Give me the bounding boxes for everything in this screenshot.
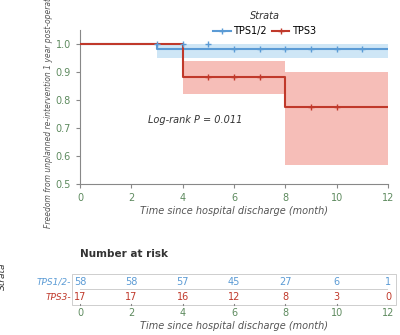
- Text: 4: 4: [180, 308, 186, 318]
- Text: 10: 10: [330, 308, 343, 318]
- Text: TPS1/2-: TPS1/2-: [37, 277, 71, 286]
- Text: 6: 6: [231, 308, 237, 318]
- Text: Log-rank P = 0.011: Log-rank P = 0.011: [148, 115, 242, 125]
- Text: 6: 6: [334, 277, 340, 287]
- Text: 12: 12: [382, 308, 394, 318]
- Text: 8: 8: [282, 292, 288, 302]
- Text: 27: 27: [279, 277, 292, 287]
- Text: 58: 58: [125, 277, 138, 287]
- X-axis label: Time since hospital discharge (month): Time since hospital discharge (month): [140, 206, 328, 216]
- Text: Time since hospital discharge (month): Time since hospital discharge (month): [140, 321, 328, 331]
- Text: 17: 17: [74, 292, 86, 302]
- Text: 0: 0: [385, 292, 391, 302]
- Text: 45: 45: [228, 277, 240, 287]
- Y-axis label: Freedom from unplanned re-intervention 1 year post-operation: Freedom from unplanned re-intervention 1…: [44, 0, 53, 228]
- Text: 1: 1: [385, 277, 391, 287]
- Text: TPS3-: TPS3-: [45, 292, 71, 302]
- Text: 17: 17: [125, 292, 138, 302]
- Text: 3: 3: [334, 292, 340, 302]
- Text: 16: 16: [176, 292, 189, 302]
- Text: Number at risk: Number at risk: [80, 249, 168, 259]
- Text: 12: 12: [228, 292, 240, 302]
- Text: 58: 58: [74, 277, 86, 287]
- Text: 2: 2: [128, 308, 134, 318]
- Text: 0: 0: [77, 308, 83, 318]
- Text: 8: 8: [282, 308, 288, 318]
- Text: 57: 57: [176, 277, 189, 287]
- Legend: TPS1/2, TPS3: TPS1/2, TPS3: [209, 7, 320, 40]
- Text: Strata: Strata: [0, 263, 6, 290]
